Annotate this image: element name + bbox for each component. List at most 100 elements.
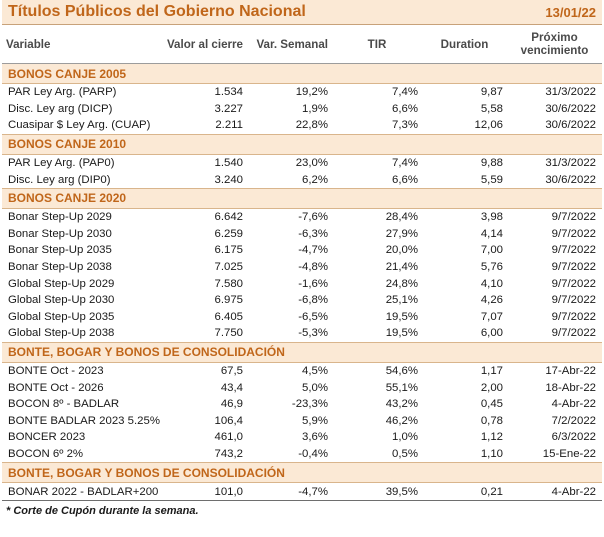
bond-name-cell: Global Step-Up 2035 — [8, 310, 115, 323]
tir-value-cell: 7,4% — [392, 86, 418, 99]
tir-value-cell: 21,4% — [385, 261, 418, 274]
next-maturity-cell: 31/3/2022 — [545, 157, 596, 170]
bond-name-cell: Global Step-Up 2029 — [8, 277, 115, 290]
weekly-change-cell: -6,3% — [298, 227, 328, 240]
weekly-change-cell: -6,8% — [298, 294, 328, 307]
table-row: BOCON 8º - BADLAR 46,9 -23,3% 43,2% 0,45 4-Ab… — [2, 396, 602, 413]
duration-value-cell: 1,12 — [480, 431, 503, 444]
bond-name-cell: BOCON 8º - BADLAR — [8, 398, 120, 411]
close-value-cell: 106,4 — [214, 414, 243, 427]
close-value-cell: 743,2 — [214, 447, 243, 460]
close-value-cell: 101,0 — [162, 482, 247, 501]
duration-value-cell: 12,06 — [474, 119, 503, 132]
table-row: Bonar Step-Up 2038 7.025 -4,8% 21,4% 5,76 9/7… — [2, 259, 602, 276]
tir-value-cell: 6,6% — [392, 102, 418, 115]
bond-name-cell: Cuasipar $ Ley Arg. (CUAP) — [8, 119, 151, 132]
bond-name-cell: Bonar Step-Up 2035 — [8, 244, 112, 257]
table-row: Global Step-Up 2030 6.975 -6,8% 25,1% 4,26 9/… — [2, 292, 602, 309]
next-maturity-cell: 15-Ene-22 — [542, 447, 596, 460]
close-value-cell: 7.025 — [214, 261, 243, 274]
section-header: BONTE, BOGAR Y BONOS DE CONSOLIDACIÓN — [2, 462, 602, 484]
bond-name-cell: Bonar Step-Up 2030 — [8, 227, 112, 240]
weekly-change-cell: 22,8% — [295, 119, 328, 132]
bond-name-cell: PAR Ley Arg. (PARP) — [8, 86, 117, 99]
duration-value-cell: 4,26 — [480, 294, 503, 307]
section-header: BONOS CANJE 2005 — [2, 63, 602, 84]
duration-value-cell: 0,45 — [480, 398, 503, 411]
weekly-change-cell: 3,6% — [302, 431, 328, 444]
weekly-change-cell: 5,9% — [302, 414, 328, 427]
weekly-change-cell: -4,8% — [298, 261, 328, 274]
tir-value-cell: 27,9% — [385, 227, 418, 240]
section-title: BONOS CANJE 2010 — [2, 133, 602, 155]
bond-name-cell: Global Step-Up 2030 — [8, 294, 115, 307]
tir-value-cell: 19,5% — [385, 310, 418, 323]
report-date: 13/01/22 — [545, 4, 596, 20]
next-maturity-cell: 4-Abr-22 — [507, 482, 602, 501]
next-maturity-cell: 31/3/2022 — [545, 86, 596, 99]
weekly-change-cell: -0,4% — [298, 447, 328, 460]
table-row: Global Step-Up 2029 7.580 -1,6% 24,8% 4,10 9/… — [2, 275, 602, 292]
duration-value-cell: 7,00 — [480, 244, 503, 257]
weekly-change-cell: -4,7% — [247, 482, 332, 501]
table-body: BONOS CANJE 2005 PAR Ley Arg. (PARP) 1.534… — [2, 63, 602, 501]
bond-name-cell: BOCON 6º 2% — [8, 447, 84, 460]
tir-value-cell: 46,2% — [385, 414, 418, 427]
close-value-cell: 6.975 — [214, 294, 243, 307]
duration-value-cell: 5,59 — [480, 173, 503, 186]
weekly-change-cell: 4,5% — [302, 365, 328, 378]
footnote: * Corte de Cupón durante la semana. — [6, 504, 199, 517]
weekly-change-cell: 23,0% — [295, 157, 328, 170]
column-header-tir: TIR — [332, 25, 422, 64]
table-row: Global Step-Up 2035 6.405 -6,5% 19,5% 7,07 9/… — [2, 309, 602, 326]
close-value-cell: 67,5 — [220, 365, 243, 378]
close-value-cell: 6.642 — [214, 211, 243, 224]
bond-name-cell: BONTE Oct - 2023 — [8, 365, 104, 378]
next-maturity-cell: 9/7/2022 — [551, 244, 596, 257]
bond-name-cell: Bonar Step-Up 2038 — [8, 261, 112, 274]
table-row: BONAR 2022 - BADLAR+200 101,0 -4,7% 39,5% 0,… — [2, 482, 602, 501]
duration-value-cell: 6,00 — [480, 327, 503, 340]
weekly-change-cell: -1,6% — [298, 277, 328, 290]
duration-value-cell: 3,98 — [480, 211, 503, 224]
table-row: BONTE BADLAR 2023 5.25% 106,4 5,9% 46,2% 0,7… — [2, 413, 602, 430]
next-maturity-cell: 9/7/2022 — [551, 261, 596, 274]
section-title: BONOS CANJE 2005 — [2, 63, 602, 84]
column-header-weekly-change: Var. Semanal — [247, 25, 332, 64]
section-header: BONOS CANJE 2020 — [2, 187, 602, 209]
close-value-cell: 2.211 — [215, 119, 243, 132]
tir-value-cell: 0,5% — [392, 447, 418, 460]
bond-name-cell: BONTE Oct - 2026 — [8, 381, 104, 394]
section-title: BONTE, BOGAR Y BONOS DE CONSOLIDACIÓN — [2, 462, 602, 484]
next-maturity-cell: 9/7/2022 — [551, 310, 596, 323]
section-title: BONTE, BOGAR Y BONOS DE CONSOLIDACIÓN — [2, 341, 602, 363]
weekly-change-cell: 6,2% — [302, 173, 328, 186]
close-value-cell: 3.240 — [214, 173, 243, 186]
weekly-change-cell: -23,3% — [291, 398, 328, 411]
tir-value-cell: 54,6% — [385, 365, 418, 378]
next-maturity-cell: 4-Abr-22 — [551, 398, 596, 411]
table-row: BONTE Oct - 2026 43,4 5,0% 55,1% 2,00 18-Abr-… — [2, 379, 602, 396]
close-value-cell: 46,9 — [220, 398, 243, 411]
bonds-table: Variable Valor al cierre Var. Semanal TI… — [2, 25, 602, 501]
bond-name-cell: BONAR 2022 - BADLAR+200 — [2, 482, 162, 501]
tir-value-cell: 7,4% — [392, 157, 418, 170]
duration-value-cell: 0,21 — [422, 482, 507, 501]
tir-value-cell: 43,2% — [385, 398, 418, 411]
next-maturity-cell: 9/7/2022 — [551, 227, 596, 240]
tir-value-cell: 24,8% — [385, 277, 418, 290]
weekly-change-cell: 19,2% — [295, 86, 328, 99]
close-value-cell: 6.175 — [214, 244, 243, 257]
table-row: PAR Ley Arg. (PARP) 1.534 19,2% 7,4% 9,87 31/… — [2, 84, 602, 101]
tir-value-cell: 55,1% — [385, 381, 418, 394]
column-header-close-value: Valor al cierre — [162, 25, 247, 64]
tir-value-cell: 39,5% — [332, 482, 422, 501]
tir-value-cell: 7,3% — [392, 119, 418, 132]
close-value-cell: 6.259 — [214, 227, 243, 240]
next-maturity-cell: 6/3/2022 — [551, 431, 596, 444]
bond-name-cell: Global Step-Up 2038 — [8, 327, 115, 340]
table-row: PAR Ley Arg. (PAP0) 1.540 23,0% 7,4% 9,88 31/… — [2, 154, 602, 171]
bond-name-cell: Disc. Ley arg (DICP) — [8, 102, 113, 115]
bond-name-cell: Disc. Ley arg (DIP0) — [8, 173, 111, 186]
column-header-row: Variable Valor al cierre Var. Semanal TI… — [2, 25, 602, 64]
